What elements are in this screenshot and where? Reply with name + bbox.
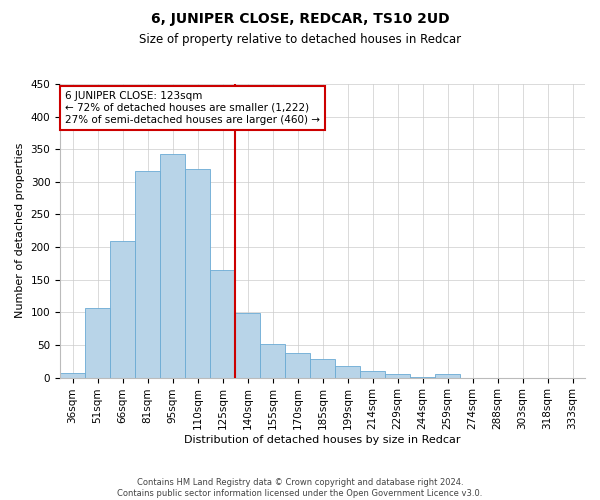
Bar bbox=[110, 240, 135, 378]
Bar bbox=[85, 308, 110, 378]
Bar bbox=[360, 371, 385, 378]
Text: 6, JUNIPER CLOSE, REDCAR, TS10 2UD: 6, JUNIPER CLOSE, REDCAR, TS10 2UD bbox=[151, 12, 449, 26]
Bar bbox=[260, 344, 285, 378]
Bar bbox=[285, 354, 310, 378]
Bar bbox=[210, 270, 235, 378]
Bar bbox=[310, 360, 335, 378]
Bar bbox=[385, 374, 410, 378]
Text: Contains HM Land Registry data © Crown copyright and database right 2024.
Contai: Contains HM Land Registry data © Crown c… bbox=[118, 478, 482, 498]
X-axis label: Distribution of detached houses by size in Redcar: Distribution of detached houses by size … bbox=[184, 435, 461, 445]
Bar bbox=[135, 171, 160, 378]
Text: 6 JUNIPER CLOSE: 123sqm
← 72% of detached houses are smaller (1,222)
27% of semi: 6 JUNIPER CLOSE: 123sqm ← 72% of detache… bbox=[65, 92, 320, 124]
Y-axis label: Number of detached properties: Number of detached properties bbox=[15, 143, 25, 318]
Bar bbox=[410, 377, 435, 378]
Text: Size of property relative to detached houses in Redcar: Size of property relative to detached ho… bbox=[139, 32, 461, 46]
Bar bbox=[185, 169, 210, 378]
Bar bbox=[235, 313, 260, 378]
Bar bbox=[435, 374, 460, 378]
Bar bbox=[335, 366, 360, 378]
Bar bbox=[60, 373, 85, 378]
Bar bbox=[160, 154, 185, 378]
